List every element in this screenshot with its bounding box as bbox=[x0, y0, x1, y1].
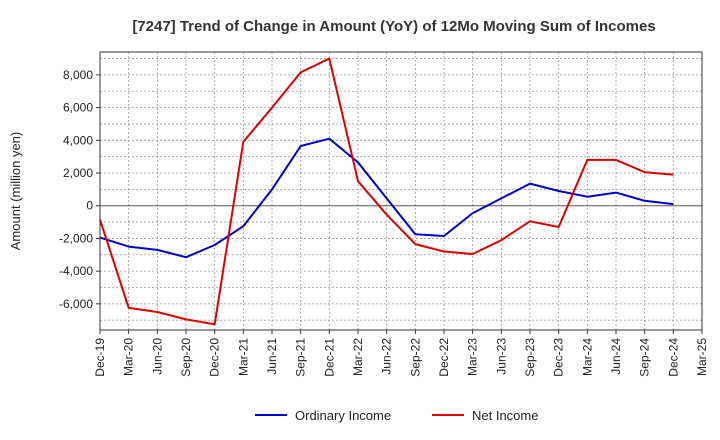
x-tick-label: Jun-23 bbox=[494, 338, 508, 375]
x-tick-label: Dec-24 bbox=[666, 338, 680, 377]
x-tick-label: Dec-23 bbox=[552, 338, 566, 377]
y-axis-label: Amount (million yen) bbox=[8, 132, 23, 251]
y-tick-label: -4,000 bbox=[59, 264, 93, 278]
y-tick-label: 0 bbox=[86, 199, 93, 213]
y-tick-label: 6,000 bbox=[63, 101, 93, 115]
y-tick-label: -6,000 bbox=[59, 297, 93, 311]
x-tick-label: Sep-22 bbox=[408, 338, 422, 377]
plot-frame bbox=[99, 51, 703, 331]
x-tick-label: Mar-20 bbox=[122, 338, 136, 376]
series-line-ordinary-income bbox=[99, 137, 674, 259]
y-tick-label: 4,000 bbox=[63, 133, 93, 147]
legend: Ordinary Income Net Income bbox=[255, 408, 538, 423]
y-tick-label: 8,000 bbox=[63, 68, 93, 82]
x-tick-label: Sep-23 bbox=[523, 338, 537, 377]
series-line-net-income bbox=[99, 57, 674, 326]
x-tick-label: Jun-21 bbox=[265, 338, 279, 375]
x-tick-label: Dec-20 bbox=[208, 338, 222, 377]
x-tick-label: Sep-24 bbox=[638, 338, 652, 377]
x-tick-label: Mar-22 bbox=[351, 338, 365, 376]
y-tick-label: 2,000 bbox=[63, 166, 93, 180]
y-tick-label: -2,000 bbox=[59, 231, 93, 245]
legend-label-net-income: Net Income bbox=[472, 408, 538, 423]
x-axis-ticks: Dec-19 Mar-20 Jun-20 Sep-20 Dec-20 Mar-21 Jun-… bbox=[93, 330, 709, 377]
x-tick-label: Mar-24 bbox=[580, 338, 594, 376]
x-tick-label: Jun-22 bbox=[380, 338, 394, 375]
chart-title: [7247] Trend of Change in Amount (YoY) o… bbox=[132, 18, 655, 35]
x-tick-label: Jun-20 bbox=[150, 338, 164, 375]
x-tick-label: Sep-20 bbox=[179, 338, 193, 377]
series-layer bbox=[99, 57, 674, 326]
grid bbox=[100, 52, 702, 330]
x-tick-label: Mar-23 bbox=[466, 338, 480, 376]
x-tick-label: Dec-21 bbox=[322, 338, 336, 377]
x-tick-label: Dec-22 bbox=[437, 338, 451, 377]
legend-label-ordinary-income: Ordinary Income bbox=[295, 408, 391, 423]
y-axis-ticks: -6,000 -4,000 -2,000 0 2,000 4,000 6,000 8,000 bbox=[59, 68, 100, 311]
x-tick-label: Mar-25 bbox=[695, 338, 709, 376]
x-tick-label: Mar-21 bbox=[236, 338, 250, 376]
x-tick-label: Jun-24 bbox=[609, 338, 623, 375]
x-tick-label: Dec-19 bbox=[93, 338, 107, 377]
x-tick-label: Sep-21 bbox=[294, 338, 308, 377]
